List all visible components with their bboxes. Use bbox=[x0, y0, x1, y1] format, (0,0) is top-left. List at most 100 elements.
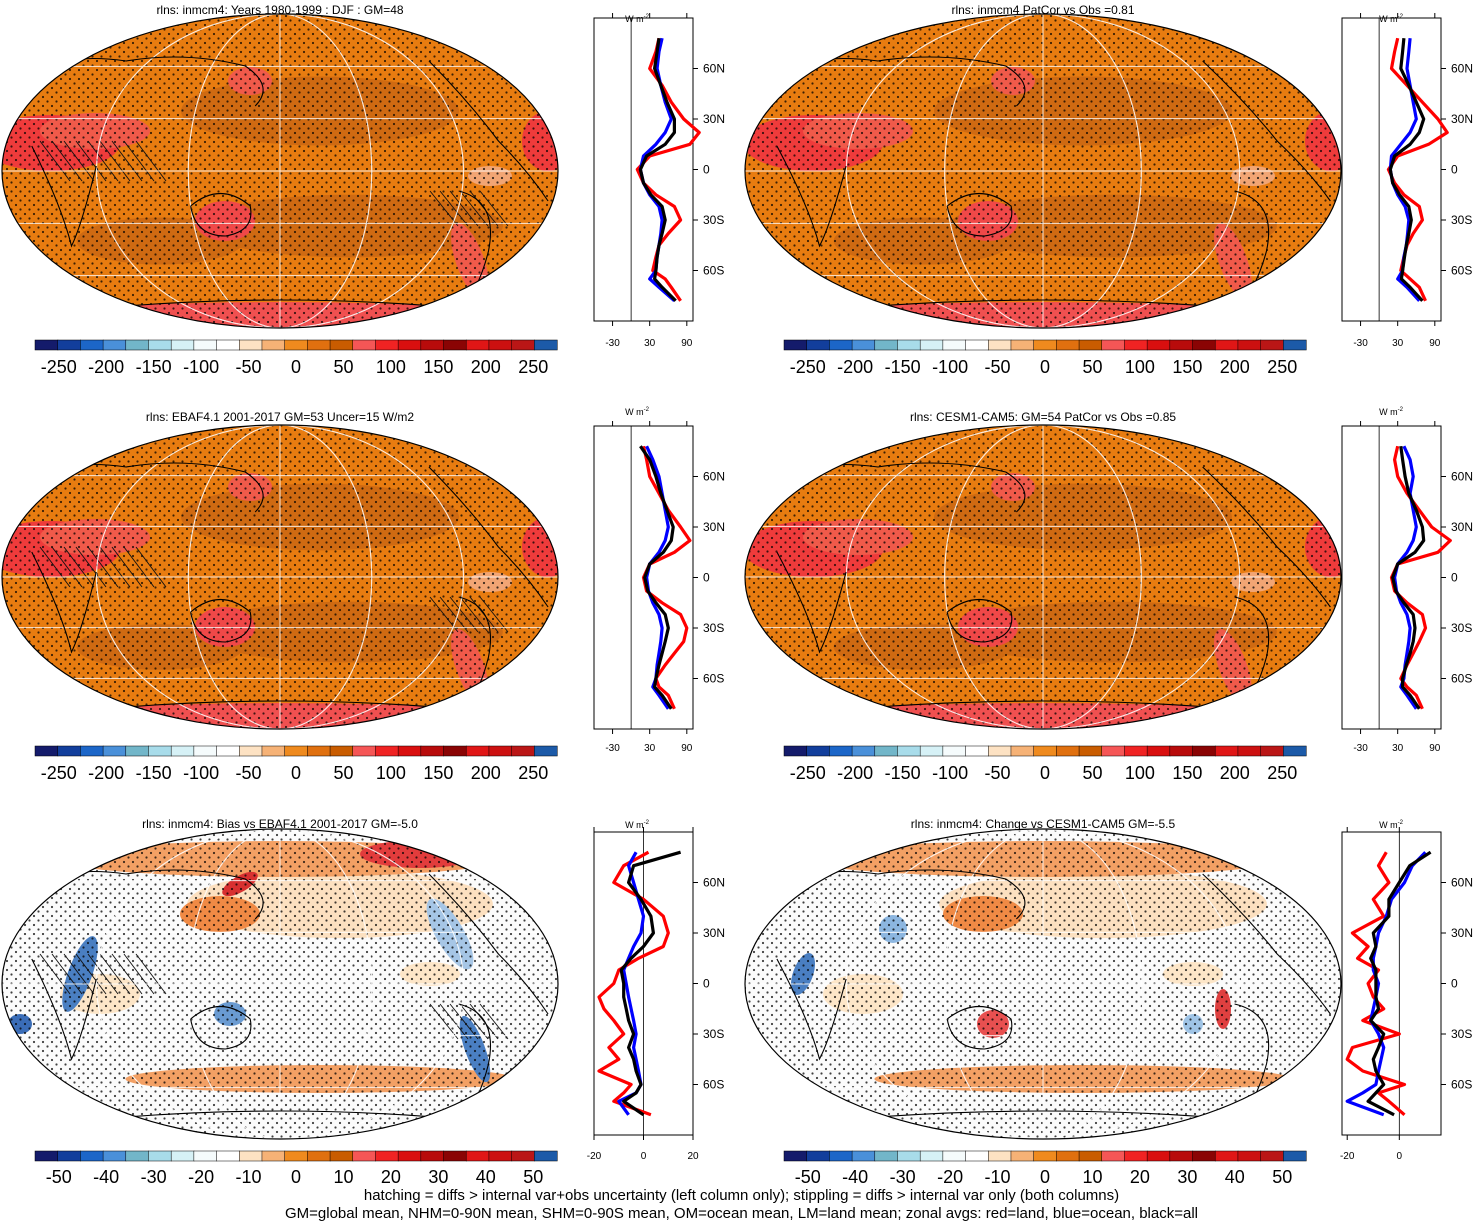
zonal-lat-label: 0 bbox=[703, 977, 710, 991]
colorbar-swatch bbox=[919, 339, 944, 351]
colorbar-tick-label: 150 bbox=[1172, 763, 1202, 783]
coastline-segment bbox=[190, 599, 252, 643]
zonal-series-all bbox=[638, 37, 677, 302]
colorbar-swatch bbox=[465, 339, 490, 351]
zonal-unit-label: W m-2 bbox=[1379, 407, 1403, 417]
zonal-frame bbox=[1341, 831, 1442, 1136]
hatch-line bbox=[87, 546, 119, 588]
colorbar-tick-label: -250 bbox=[790, 763, 826, 783]
graticule-meridian bbox=[187, 425, 373, 729]
graticule bbox=[745, 14, 1341, 328]
colorbar-tick-label: -10 bbox=[985, 1167, 1011, 1187]
zonal-series-land bbox=[1345, 851, 1407, 1117]
colorbar-tick-label: 100 bbox=[1125, 763, 1155, 783]
colorbar-swatch bbox=[465, 1150, 490, 1162]
colorbar-swatch bbox=[851, 745, 876, 757]
hatch-line bbox=[51, 546, 83, 588]
zonal-series-all bbox=[1391, 445, 1426, 710]
zonal-x-tick-label: 30 bbox=[644, 743, 656, 754]
zonal-frame bbox=[593, 17, 694, 322]
colorbar-tick-label: -250 bbox=[41, 763, 77, 783]
zonal-lat-label: 30N bbox=[703, 520, 725, 534]
colorbar-swatch bbox=[851, 339, 876, 351]
colorbar-tick-label: 150 bbox=[423, 763, 453, 783]
graticule-meridian bbox=[845, 425, 1241, 729]
colorbar-swatch bbox=[942, 745, 967, 757]
colorbar-swatch bbox=[375, 745, 399, 757]
colorbar-tick-label: 100 bbox=[376, 357, 406, 377]
colorbar-tick-label: 0 bbox=[1040, 1167, 1050, 1187]
zonal-unit-label: W m-2 bbox=[625, 407, 649, 417]
hatch-line bbox=[51, 953, 83, 995]
colorbar-swatch bbox=[1033, 745, 1057, 757]
colorbar-tick-label: 100 bbox=[1125, 357, 1155, 377]
colorbar-swatch bbox=[1283, 1150, 1307, 1162]
colorbar-swatch bbox=[1101, 339, 1125, 351]
colorbar-swatch bbox=[988, 745, 1012, 757]
panel-title: rlns: CESM1-CAM5: GM=54 PatCor vs Obs =0… bbox=[910, 410, 1176, 424]
hatch-line bbox=[479, 190, 509, 227]
map-border bbox=[744, 13, 1342, 329]
colorbar-swatch bbox=[329, 745, 354, 757]
colorbar-tick-label: 0 bbox=[291, 357, 301, 377]
colorbar-tick-label: 50 bbox=[523, 1167, 543, 1187]
hatch-line bbox=[459, 190, 489, 227]
hatch-line bbox=[439, 1003, 469, 1040]
coastline-segment bbox=[776, 958, 847, 1061]
colorbar-tick-label: 150 bbox=[1172, 357, 1202, 377]
hatching-overlay bbox=[39, 546, 509, 633]
coastline-segment bbox=[428, 873, 549, 1015]
colorbar-swatch bbox=[534, 339, 558, 351]
colorbar-tick-label: 200 bbox=[471, 357, 501, 377]
colorbar-swatch bbox=[443, 339, 467, 351]
colorbar-swatch bbox=[284, 339, 308, 351]
colorbar-swatch bbox=[1237, 1150, 1262, 1162]
coastline-segment bbox=[946, 1006, 1013, 1050]
graticule-meridian bbox=[96, 425, 464, 729]
hatch-line bbox=[111, 546, 143, 588]
hatch-line bbox=[39, 546, 71, 588]
hatch-line bbox=[63, 953, 95, 995]
map-area bbox=[2, 14, 558, 328]
map-area bbox=[745, 14, 1341, 328]
colorbar-swatch bbox=[1033, 339, 1057, 351]
colorbar-tick-label: -200 bbox=[88, 763, 124, 783]
hatch-line bbox=[459, 596, 489, 633]
colorbar-swatch bbox=[1010, 745, 1035, 757]
colorbar-swatch bbox=[102, 339, 127, 351]
colorbar-tick-label: -100 bbox=[932, 763, 968, 783]
colorbar-tick-label: 0 bbox=[291, 763, 301, 783]
hatch-line bbox=[63, 140, 95, 182]
colorbar: -50 -40 -30 -20 -10 0 10 20 30 40 50 bbox=[34, 1150, 558, 1187]
colorbar-tick-label: -50 bbox=[236, 357, 262, 377]
zonal-lat-label: 60N bbox=[1451, 62, 1473, 76]
colorbar-swatch bbox=[1056, 1150, 1080, 1162]
zonal-series-all bbox=[639, 445, 675, 710]
hatch-line bbox=[99, 953, 131, 995]
graticule-meridian bbox=[944, 829, 1142, 1139]
colorbar-swatch bbox=[261, 339, 286, 351]
colorbar-swatch bbox=[783, 745, 808, 757]
map-area bbox=[2, 425, 558, 729]
zonal-series-all bbox=[1388, 38, 1426, 302]
colorbar-tick-label: -50 bbox=[795, 1167, 821, 1187]
colorbar-swatch bbox=[874, 339, 899, 351]
colorbar-tick-label: 150 bbox=[423, 357, 453, 377]
colorbar-swatch bbox=[511, 745, 535, 757]
colorbar-swatch bbox=[397, 745, 422, 757]
hatch-line bbox=[123, 140, 155, 182]
zonal-lat-label: 30S bbox=[703, 213, 724, 227]
panel-1: rlns: inmcm4: Years 1980-1999 : DJF : GM… bbox=[1, 3, 725, 377]
graticule bbox=[2, 425, 558, 729]
colorbar-swatch bbox=[988, 1150, 1012, 1162]
colorbar-tick-label: -50 bbox=[985, 357, 1011, 377]
panel-4: rlns: CESM1-CAM5: GM=54 PatCor vs Obs =0… bbox=[744, 407, 1473, 783]
hatch-line bbox=[449, 596, 479, 633]
colorbar-swatch bbox=[829, 1150, 853, 1162]
colorbar-swatch bbox=[1260, 339, 1284, 351]
map-border bbox=[744, 828, 1342, 1140]
colorbar-tick-label: 0 bbox=[1040, 763, 1050, 783]
map-border bbox=[1, 13, 559, 329]
zonal-unit-exponent: -2 bbox=[644, 820, 650, 826]
zonal-x-tick-label: -30 bbox=[605, 338, 620, 349]
